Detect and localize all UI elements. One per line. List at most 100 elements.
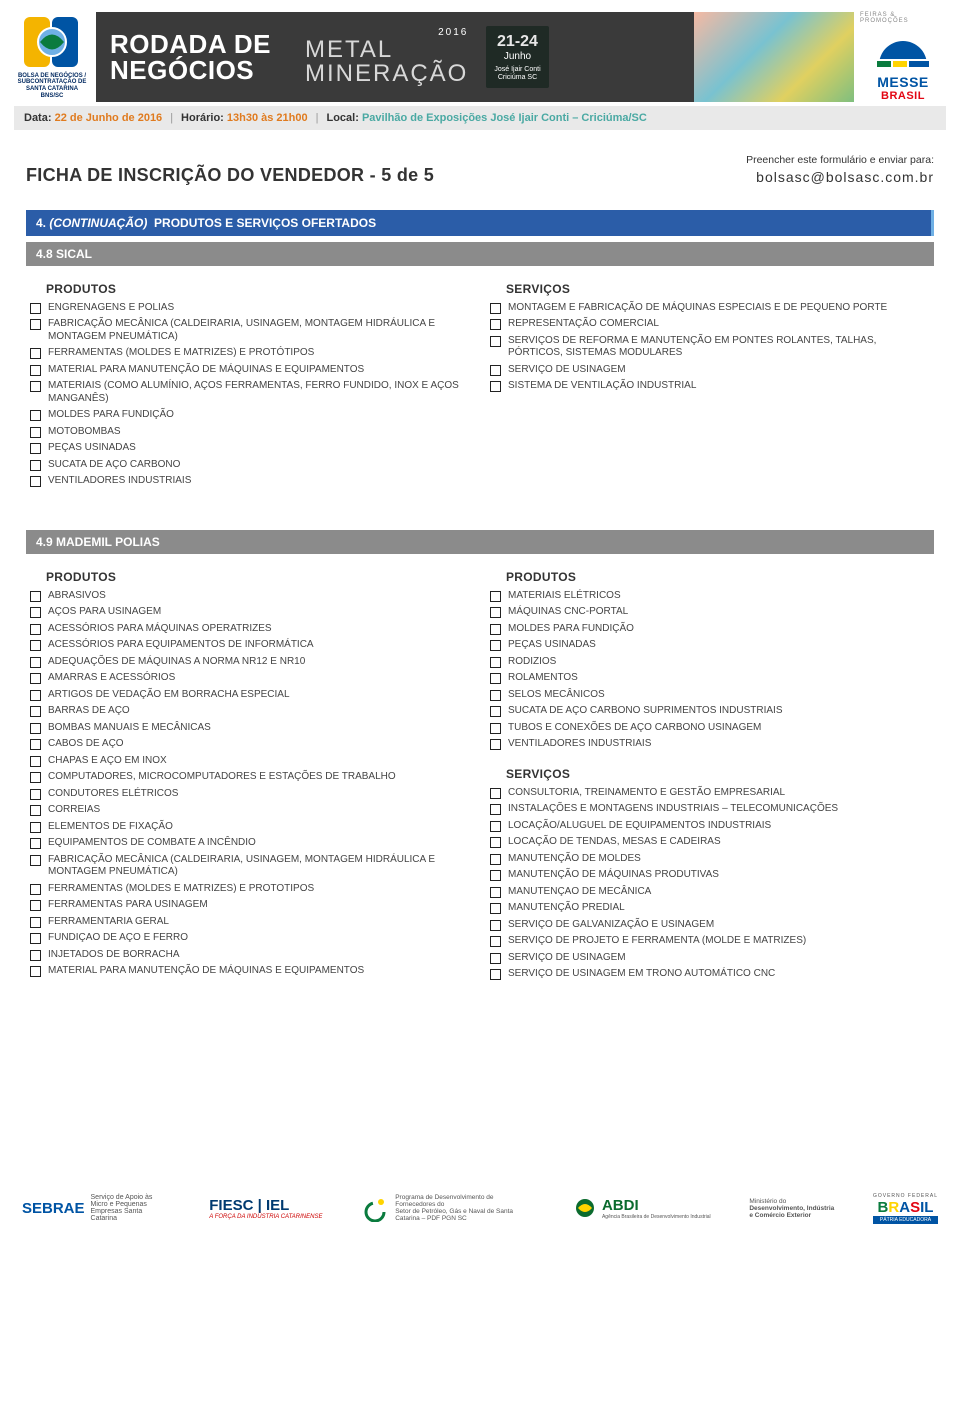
pdf-icon [361,1194,389,1222]
sical-produto-item[interactable]: MATERIAL PARA MANUTENÇÃO DE MÁQUINAS E E… [30,362,470,379]
mademil-servico-item[interactable]: INSTALAÇÕES E MONTAGENS INDUSTRIAIS – TE… [490,801,930,818]
mademil-produto-item[interactable]: MÁQUINAS CNC-PORTAL [490,604,930,621]
sical-produtos-col: PRODUTOS ENGRENAGENS E POLIASFABRICAÇÃO … [30,276,470,490]
mademil-produto-item[interactable]: SELOS MECÂNICOS [490,687,930,704]
sical-produto-item[interactable]: MOLDES PARA FUNDIÇÃO [30,407,470,424]
abdi-icon [574,1197,596,1219]
mademil-servico-item[interactable]: SERVIÇO DE GALVANIZAÇÃO E USINAGEM [490,917,930,934]
mademil-left-col: PRODUTOS ABRASIVOSAÇOS PARA USINAGEMACES… [30,564,470,983]
block-sical: 4.8 SICAL PRODUTOS ENGRENAGENS E POLIASF… [26,242,934,490]
mademil-produto-item[interactable]: FERRAMENTAS (MOLDES E MATRIZES) E PROTOT… [30,881,470,898]
messe-top-label: FEIRAS & PROMOÇÕES [860,12,946,24]
sical-produto-item[interactable]: MATERIAIS (COMO ALUMÍNIO, AÇOS FERRAMENT… [30,378,470,407]
mademil-produto-item[interactable]: ARTIGOS DE VEDAÇÃO EM BORRACHA ESPECIAL [30,687,470,704]
mademil-servico-item[interactable]: MANUTENÇÃO DE MÁQUINAS PRODUTIVAS [490,867,930,884]
mademil-produto-item[interactable]: ELEMENTOS DE FIXAÇÃO [30,819,470,836]
mademil-servico-item[interactable]: LOCAÇÃO DE TENDAS, MESAS E CADEIRAS [490,834,930,851]
mademil-serv-label: SERVIÇOS [506,767,930,781]
metal-line2: MINERAÇÃO [305,60,468,87]
mademil-produto-item[interactable]: BOMBAS MANUAIS E MECÂNICAS [30,720,470,737]
event-datebox: 21-24 Junho José Ijair Conti Criciúma SC [486,26,548,89]
bns-logo-icon [22,15,82,69]
mademil-prod-label-left: PRODUTOS [46,570,470,584]
mademil-produto-item[interactable]: CHAPAS E AÇO EM INOX [30,753,470,770]
sical-servico-item[interactable]: SERVIÇO DE USINAGEM [490,362,930,379]
sendto-line1: Preencher este formulário e enviar para: [746,154,934,168]
mademil-servico-item[interactable]: SERVIÇO DE USINAGEM EM TRONO AUTOMÁTICO … [490,966,930,983]
section-4-header: 4. (CONTINUAÇÃO) PRODUTOS E SERVIÇOS OFE… [26,210,934,236]
block-mademil: 4.9 MADEMIL POLIAS PRODUTOS ABRASIVOSAÇO… [26,530,934,983]
mademil-produto-item[interactable]: ROLAMENTOS [490,670,930,687]
mademil-produto-item[interactable]: PEÇAS USINADAS [490,637,930,654]
mademil-produto-item[interactable]: FUNDIÇAO DE AÇO E FERRO [30,930,470,947]
mademil-produto-item[interactable]: ACESSÓRIOS PARA MÁQUINAS OPERATRIZES [30,621,470,638]
sical-servico-item[interactable]: REPRESENTAÇÃO COMERCIAL [490,316,930,333]
mademil-produto-item[interactable]: TUBOS E CONEXÕES DE AÇO CARBONO USINAGEM [490,720,930,737]
sical-produto-item[interactable]: FERRAMENTAS (MOLDES E MATRIZES) E PROTÓT… [30,345,470,362]
data-value: 22 de Junho de 2016 [55,112,163,124]
horario-label: Horário: [181,112,224,124]
mademil-produto-item[interactable]: EQUIPAMENTOS DE COMBATE A INCÊNDIO [30,835,470,852]
mademil-servico-item[interactable]: MANUTENÇÃO DE MOLDES [490,851,930,868]
mademil-produto-item[interactable]: CORREIAS [30,802,470,819]
mademil-produto-item[interactable]: MATERIAL PARA MANUTENÇÃO DE MÁQUINAS E E… [30,963,470,980]
messe-name: MESSE [877,74,929,90]
sical-produto-item[interactable]: PEÇAS USINADAS [30,440,470,457]
local-label: Local: [326,112,358,124]
bns-logo-caption: BOLSA DE NEGÓCIOS / SUBCONTRATAÇÃO DE SA… [14,73,90,99]
mademil-produto-item[interactable]: COMPUTADORES, MICROCOMPUTADORES E ESTAÇÕ… [30,769,470,786]
footer-ministerio: Ministério do Desenvolvimento, Indústria… [749,1198,834,1219]
footer-sebrae: SEBRAE Serviço de Apoio às Micro e Peque… [22,1194,171,1222]
mademil-servico-item[interactable]: SERVIÇO DE USINAGEM [490,950,930,967]
datebox-dates: 21-24 [494,32,540,51]
sical-produto-item[interactable]: VENTILADORES INDUSTRIAIS [30,473,470,490]
mademil-produto-item[interactable]: AMARRAS E ACESSÓRIOS [30,670,470,687]
mademil-produto-item[interactable]: VENTILADORES INDUSTRIAIS [490,736,930,753]
mademil-produto-item[interactable]: MATERIAIS ELÉTRICOS [490,588,930,605]
datebox-venue2: Criciúma SC [494,74,540,82]
mademil-produtos-left-list: ABRASIVOSAÇOS PARA USINAGEMACESSÓRIOS PA… [30,588,470,980]
rodada-title: RODADA DE NEGÓCIOS [96,31,285,83]
mademil-produto-item[interactable]: SUCATA DE AÇO CARBONO SUPRIMENTOS INDUST… [490,703,930,720]
sical-servico-item[interactable]: SISTEMA DE VENTILAÇÃO INDUSTRIAL [490,378,930,395]
mademil-produto-item[interactable]: FERRAMENTARIA GERAL [30,914,470,931]
event-infoline: Data: 22 de Junho de 2016 | Horário: 13h… [14,106,946,130]
horario-value: 13h30 às 21h00 [227,112,308,124]
sendto-email: bolsasc@bolsasc.com.br [746,168,934,186]
mademil-produto-item[interactable]: FABRICAÇÃO MECÂNICA (CALDEIRARIA, USINAG… [30,852,470,881]
sical-servicos-label: SERVIÇOS [506,282,930,296]
messe-sub: BRASIL [881,90,925,102]
mademil-produto-item[interactable]: INJETADOS DE BORRACHA [30,947,470,964]
mademil-produto-item[interactable]: CABOS DE AÇO [30,736,470,753]
mademil-servico-item[interactable]: SERVIÇO DE PROJETO E FERRAMENTA (MOLDE E… [490,933,930,950]
sical-produto-item[interactable]: MOTOBOMBAS [30,424,470,441]
sical-servico-item[interactable]: SERVIÇOS DE REFORMA E MANUTENÇÃO EM PONT… [490,333,930,362]
page-title: FICHA DE INSCRIÇÃO DO VENDEDOR - 5 de 5 [26,165,434,186]
mademil-produto-item[interactable]: CONDUTORES ELÉTRICOS [30,786,470,803]
mademil-servico-item[interactable]: MANUTENÇAO DE MECÂNICA [490,884,930,901]
mademil-servico-item[interactable]: CONSULTORIA, TREINAMENTO E GESTÃO EMPRES… [490,785,930,802]
sical-produto-item[interactable]: ENGRENAGENS E POLIAS [30,300,470,317]
sical-produto-item[interactable]: FABRICAÇÃO MECÂNICA (CALDEIRARIA, USINAG… [30,316,470,345]
mademil-produto-item[interactable]: BARRAS DE AÇO [30,703,470,720]
mademil-produto-item[interactable]: ACESSÓRIOS PARA EQUIPAMENTOS DE INFORMÁT… [30,637,470,654]
mademil-produto-item[interactable]: FERRAMENTAS PARA USINAGEM [30,897,470,914]
mademil-produto-item[interactable]: ADEQUAÇÕES DE MÁQUINAS A NORMA NR12 E NR… [30,654,470,671]
sical-produto-item[interactable]: SUCATA DE AÇO CARBONO [30,457,470,474]
mademil-servico-item[interactable]: MANUTENÇÃO PREDIAL [490,900,930,917]
mademil-produto-item[interactable]: AÇOS PARA USINAGEM [30,604,470,621]
local-value: Pavilhão de Exposições José Ijair Conti … [362,112,647,124]
mademil-servico-item[interactable]: LOCAÇÃO/ALUGUEL DE EQUIPAMENTOS INDUSTRI… [490,818,930,835]
footer: SEBRAE Serviço de Apoio às Micro e Peque… [14,1163,946,1224]
mademil-produto-item[interactable]: ABRASIVOS [30,588,470,605]
sical-produtos-label: PRODUTOS [46,282,470,296]
sical-servico-item[interactable]: MONTAGEM E FABRICAÇÃO DE MÁQUINAS ESPECI… [490,300,930,317]
mademil-produto-item[interactable]: MOLDES PARA FUNDIÇÃO [490,621,930,638]
footer-brasil: GOVERNO FEDERAL BRASIL PÁTRIA EDUCADORA [873,1193,938,1224]
mademil-produtos-right-list: MATERIAIS ELÉTRICOSMÁQUINAS CNC-PORTALMO… [490,588,930,753]
sical-produtos-list: ENGRENAGENS E POLIASFABRICAÇÃO MECÂNICA … [30,300,470,490]
metal-line1: METAL [305,36,393,63]
rodada-line2: NEGÓCIOS [110,55,254,85]
mademil-produto-item[interactable]: RODIZIOS [490,654,930,671]
sical-servicos-col: SERVIÇOS MONTAGEM E FABRICAÇÃO DE MÁQUIN… [490,276,930,490]
